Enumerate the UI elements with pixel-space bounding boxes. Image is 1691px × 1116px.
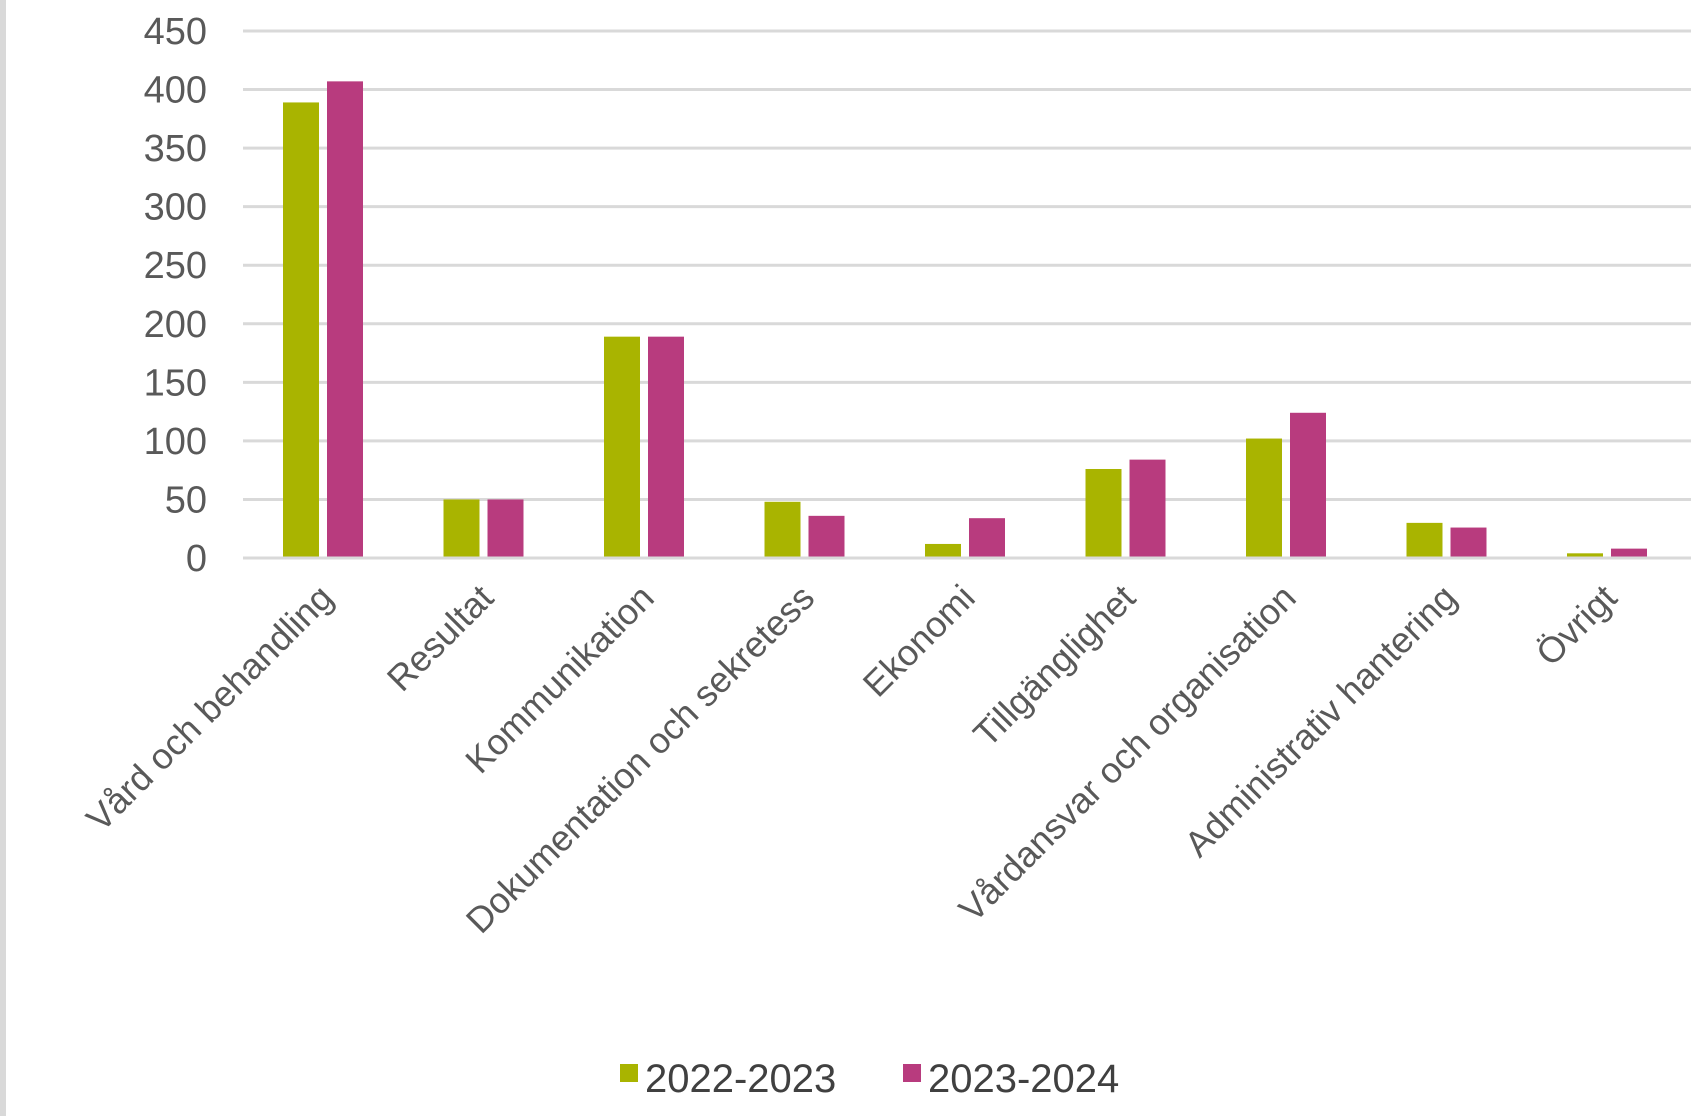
legend: 2022-2023 2023-2024 — [620, 1057, 1119, 1101]
y-tick-label: 400 — [144, 70, 207, 112]
bar-2022-2023-7 — [1406, 522, 1443, 558]
y-tick-label: 250 — [144, 245, 207, 287]
y-tick-label: 300 — [144, 187, 207, 229]
x-tick-label: Resultat — [379, 577, 501, 699]
bar-2022-2023-0 — [283, 102, 319, 558]
y-tick-label: 100 — [144, 421, 207, 463]
bar-2022-2023-5 — [1085, 468, 1122, 558]
legend-swatch — [903, 1064, 921, 1082]
x-tick-label: Dokumentation och sekretess — [458, 577, 822, 941]
y-tick-label: 450 — [144, 11, 207, 53]
gridlines — [243, 29, 1691, 501]
bar-2023-2024-6 — [1290, 412, 1326, 558]
bars — [283, 81, 1647, 558]
legend-label: 2023-2024 — [928, 1057, 1119, 1101]
y-tick-label: 50 — [165, 479, 207, 521]
bar-2022-2023-8 — [1567, 553, 1603, 558]
x-axis-ticks: Vård och behandling ResultatKommunikation… — [78, 577, 1625, 941]
bar-2023-2024-3 — [808, 515, 845, 558]
y-tick-label: 150 — [144, 362, 207, 404]
frame-left-edge — [0, 0, 6, 1116]
x-tick-label: Ekonomi — [855, 577, 983, 705]
x-tick-label: Vård och behandling — [78, 577, 341, 840]
bar-2022-2023-2 — [604, 336, 640, 558]
legend-swatch — [620, 1064, 638, 1082]
bar-2023-2024-2 — [648, 336, 684, 558]
bar-2023-2024-0 — [327, 81, 363, 558]
y-tick-label: 0 — [186, 538, 207, 580]
x-tick-label: Tillgänglighet — [965, 577, 1143, 755]
x-tick-label: Övrigt — [1528, 577, 1625, 674]
x-tick-label: Vårdansvar och organisation — [951, 577, 1304, 930]
bar-2023-2024-4 — [969, 518, 1005, 558]
y-axis-ticks: 0 50 100 150 200 250 300 350 400 450 — [144, 11, 207, 580]
bar-2023-2024-5 — [1129, 459, 1166, 558]
bar-2022-2023-3 — [764, 501, 801, 558]
bar-2022-2023-6 — [1246, 438, 1282, 558]
x-tick-label: Administrativ hantering — [1176, 577, 1464, 865]
bar-2022-2023-4 — [925, 543, 961, 558]
bar-2023-2024-1 — [487, 499, 524, 558]
legend-label: 2022-2023 — [645, 1057, 836, 1101]
y-tick-label: 200 — [144, 304, 207, 346]
bar-2022-2023-1 — [443, 499, 480, 558]
bar-2023-2024-8 — [1611, 548, 1647, 558]
bar-2023-2024-7 — [1450, 527, 1487, 558]
y-tick-label: 350 — [144, 128, 207, 170]
